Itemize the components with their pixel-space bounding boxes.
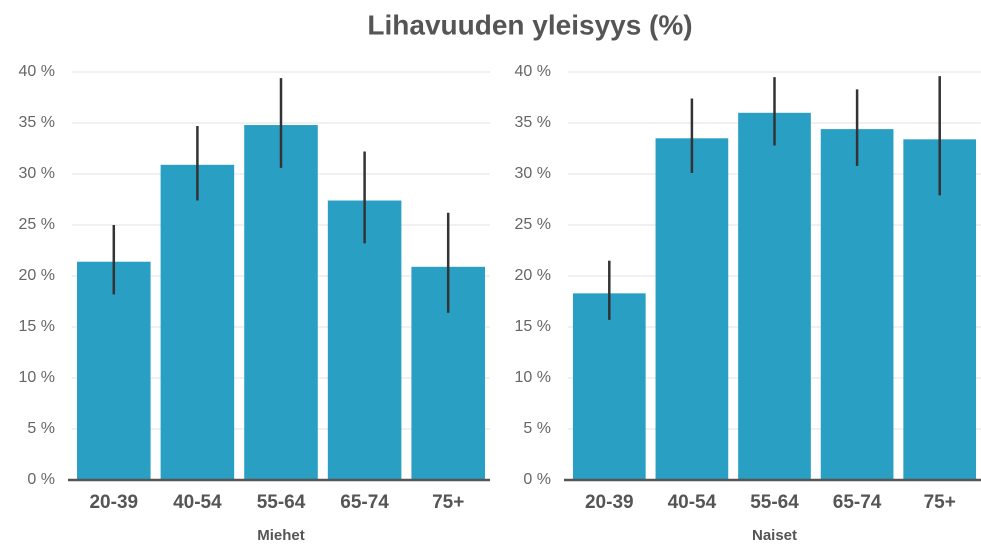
x-tick-label: 55-64 (257, 492, 306, 513)
y-tick-label: 25 % (19, 216, 55, 233)
y-tick-label: 35 % (19, 114, 55, 131)
y-tick-label: 0 % (523, 471, 551, 488)
x-tick-label: 20-39 (585, 492, 634, 513)
bar (738, 112, 811, 481)
bar (572, 293, 646, 480)
x-tick-label: 40-54 (668, 492, 717, 513)
y-tick-label: 40 % (515, 63, 551, 80)
bar (77, 261, 151, 480)
y-tick-label: 10 % (19, 369, 55, 386)
y-tick-label: 15 % (19, 318, 55, 335)
bar (820, 129, 894, 480)
y-tick-label: 10 % (515, 369, 551, 386)
bar (655, 138, 729, 481)
x-tick-label: 75+ (924, 492, 956, 513)
x-axis-label: Miehet (257, 527, 305, 544)
bar (903, 139, 977, 480)
x-tick-label: 55-64 (750, 492, 799, 513)
y-tick-label: 40 % (19, 63, 55, 80)
x-tick-label: 40-54 (173, 492, 222, 513)
y-tick-label: 30 % (19, 165, 55, 182)
x-tick-label: 75+ (432, 492, 464, 513)
bar (327, 200, 402, 480)
y-tick-label: 15 % (515, 318, 551, 335)
x-axis-label: Naiset (752, 527, 797, 544)
bar (244, 125, 318, 480)
y-tick-label: 20 % (515, 267, 551, 284)
y-tick-label: 20 % (19, 267, 55, 284)
bar (160, 164, 235, 480)
y-tick-label: 5 % (523, 420, 551, 437)
x-tick-label: 20-39 (89, 492, 138, 513)
x-tick-label: 65-74 (833, 492, 882, 513)
y-tick-label: 35 % (515, 114, 551, 131)
chart-title: Lihavuuden yleisyys (%) (367, 9, 692, 40)
y-tick-label: 25 % (515, 216, 551, 233)
y-tick-label: 0 % (27, 471, 55, 488)
y-tick-label: 30 % (515, 165, 551, 182)
y-tick-label: 5 % (27, 420, 55, 437)
x-tick-label: 65-74 (340, 492, 389, 513)
